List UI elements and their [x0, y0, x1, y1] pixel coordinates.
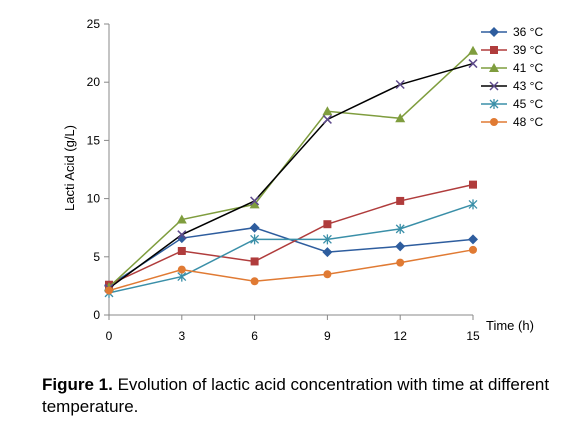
series-43c: [104, 59, 478, 293]
data-point: [105, 286, 113, 295]
x-tick-label: 0: [106, 329, 113, 343]
data-point: [249, 222, 260, 233]
data-point: [395, 241, 406, 252]
legend-label: 39 °C: [513, 43, 543, 57]
data-point: [177, 246, 186, 255]
legend-marker: [489, 27, 499, 37]
series-line: [108, 50, 474, 288]
legend-entry: 43 °C: [481, 79, 543, 93]
data-point: [322, 234, 332, 245]
legend-entry: 48 °C: [481, 115, 543, 129]
data-point: [177, 265, 186, 274]
legend-marker: [489, 81, 499, 91]
data-point: [322, 114, 332, 124]
data-point: [249, 199, 260, 209]
series-line: [108, 183, 474, 286]
y-tick-label: 25: [87, 17, 101, 31]
data-point: [468, 59, 478, 69]
legend-entry: 45 °C: [481, 97, 543, 111]
series-36c: [104, 222, 478, 291]
data-point: [323, 270, 332, 279]
legend-label: 45 °C: [513, 97, 543, 111]
data-point: [395, 79, 405, 90]
data-point: [323, 220, 332, 229]
data-point: [250, 196, 260, 206]
data-point: [177, 230, 187, 240]
series-48c: [105, 245, 477, 295]
data-point: [468, 199, 478, 210]
y-tick-label: 15: [87, 133, 101, 147]
series-45c: [104, 199, 478, 298]
legend-marker: [490, 118, 498, 126]
y-tick-label: 5: [93, 250, 100, 264]
data-point: [469, 180, 477, 189]
data-point: [469, 245, 477, 254]
legend-entry: 36 °C: [481, 25, 543, 39]
series-41c: [104, 45, 478, 292]
legend-label: 41 °C: [513, 61, 543, 75]
chart-axes: 0 5 10 15 20 25 0 3 6 9 12 15: [87, 17, 480, 343]
data-point: [395, 223, 405, 234]
data-point: [250, 257, 259, 266]
series-line: [108, 203, 474, 294]
y-tick-label: 20: [87, 75, 101, 89]
legend-marker: [489, 99, 499, 109]
caption-text: Evolution of lactic acid concentration w…: [42, 375, 550, 416]
y-tick-label: 0: [93, 308, 100, 322]
legend-marker: [490, 46, 498, 54]
data-point: [396, 196, 405, 205]
data-point: [395, 113, 406, 123]
figure-caption: Figure 1. Evolution of lactic acid conce…: [42, 374, 552, 418]
legend-marker: [489, 63, 499, 72]
x-tick-label: 3: [178, 329, 185, 343]
data-point: [322, 247, 333, 258]
data-point: [250, 234, 260, 245]
legend-label: 43 °C: [513, 79, 543, 93]
y-tick-label: 10: [87, 192, 101, 206]
x-tick-label: 12: [394, 329, 408, 343]
chart-series: [104, 45, 478, 298]
data-point: [468, 45, 478, 55]
series-line: [108, 62, 474, 289]
legend-entry: 39 °C: [481, 43, 543, 57]
series-line: [108, 249, 474, 292]
legend-label: 36 °C: [513, 25, 543, 39]
series-39c: [105, 180, 477, 289]
data-point: [396, 258, 405, 267]
legend-label: 48 °C: [513, 115, 543, 129]
data-point: [322, 106, 333, 116]
x-tick-label: 15: [466, 329, 480, 343]
data-point: [176, 214, 187, 224]
x-tick-label: 9: [324, 329, 331, 343]
data-point: [250, 277, 259, 286]
data-point: [468, 234, 478, 245]
caption-label: Figure 1.: [42, 375, 113, 394]
legend-entry: 41 °C: [481, 61, 543, 75]
line-chart: 0 5 10 15 20 25 0 3 6 9 12 15 36 °C 39 °C 41 °C 43 °C 4…: [62, 17, 543, 343]
x-tick-label: 6: [251, 329, 258, 343]
y-axis-title: Lacti Acid (g/L): [62, 125, 77, 211]
chart-legend: 36 °C 39 °C 41 °C 43 °C 45 °C 48 °C: [481, 25, 543, 129]
x-axis-title: Time (h): [486, 318, 534, 333]
